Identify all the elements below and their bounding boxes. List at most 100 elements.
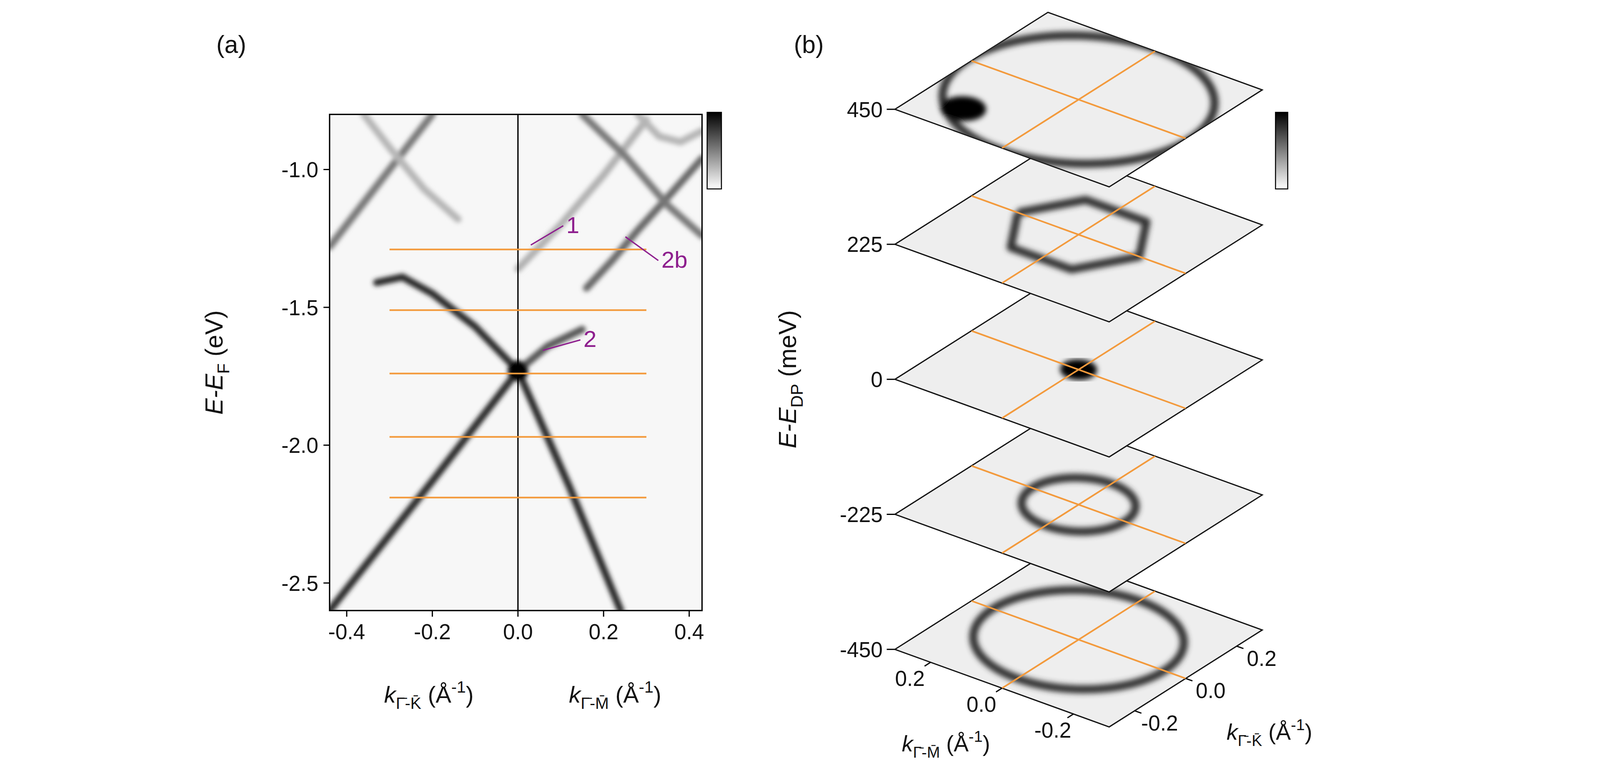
label-part: F — [213, 363, 233, 374]
label-part: ) — [1304, 718, 1313, 744]
label-part: k — [568, 681, 582, 708]
label-part: k — [901, 730, 915, 756]
x-tick — [1067, 713, 1074, 718]
x-tick — [345, 610, 348, 617]
label-part: (meV) — [773, 310, 802, 384]
energy-cut — [389, 496, 647, 499]
label-part: Γ̄-M̄ — [913, 743, 941, 761]
slice-data — [942, 35, 1215, 164]
z-axis-title: E-EDP (meV) — [773, 310, 807, 449]
y-tick — [1185, 678, 1193, 681]
label-part: Γ̄-K̄ — [395, 693, 422, 712]
z-tick-label: -225 — [839, 502, 883, 527]
x-tick-label: 0.0 — [503, 619, 533, 644]
label-part: Γ̄-K̄ — [1237, 731, 1262, 749]
annotation-leader — [625, 236, 659, 261]
plot-frame — [329, 114, 703, 611]
cut-line — [971, 600, 1186, 679]
annotation: 1 — [566, 211, 580, 238]
intensity-spot — [943, 99, 984, 118]
z-tick — [886, 513, 896, 515]
annotation-leader — [530, 225, 564, 245]
x-tick — [688, 610, 690, 617]
band — [582, 114, 703, 236]
slice-data — [971, 455, 1186, 554]
slice-data — [971, 320, 1186, 419]
energy-cut — [389, 309, 647, 311]
figure: (a)-1.0-1.5-2.0-2.5-0.4-0.20.00.20.4E-EF… — [0, 0, 1600, 776]
x-tick-label: 0.4 — [674, 619, 704, 644]
features — [942, 35, 1215, 164]
label-part: -1 — [1290, 715, 1305, 734]
z-tick-label: 225 — [846, 232, 883, 257]
y-tick-label: 0.0 — [1195, 678, 1226, 703]
x-tick — [996, 687, 1002, 692]
band — [363, 114, 459, 219]
plot-background — [329, 114, 703, 611]
y-tick-label: -2.0 — [281, 433, 319, 458]
annotation-leader — [542, 339, 581, 351]
z-tick-label: -450 — [839, 637, 883, 662]
z-tick — [886, 648, 896, 650]
panel-b: (b)-450-2250225450E-EDP (meV)0.20.0-0.2-… — [773, 12, 1313, 762]
label-part: k — [384, 681, 398, 708]
y-tick-label: 0.2 — [1246, 646, 1277, 671]
label-part: ) — [465, 681, 474, 708]
annotation: 2 — [583, 325, 597, 352]
x-axis-title: kΓ̄-M̄ (Å-1) — [568, 677, 662, 712]
label-part: (Å — [1261, 718, 1291, 744]
x-tick — [517, 610, 519, 617]
bands — [329, 114, 703, 611]
y-tick-label: -2.5 — [281, 570, 319, 596]
x-tick-label: 0.2 — [588, 619, 619, 644]
label-part: E-E — [773, 407, 802, 449]
cut-line — [971, 330, 1186, 409]
z-tick — [886, 108, 896, 111]
x-axis-title: kΓ̄-K̄ (Å-1) — [384, 677, 474, 712]
z-tick-label: 0 — [870, 367, 883, 392]
z-tick — [886, 378, 896, 380]
y-tick-label: -1.5 — [281, 295, 319, 320]
band — [518, 370, 621, 611]
slice-data — [971, 589, 1186, 689]
y-tick — [1236, 646, 1244, 649]
y-tick — [323, 582, 330, 584]
cut-line — [971, 465, 1186, 544]
panel-letter: (a) — [216, 30, 247, 58]
x-tick-label: 0.0 — [966, 691, 997, 717]
label-part: -1 — [638, 677, 654, 696]
label-part: DP — [787, 383, 807, 408]
label-part: k — [1226, 718, 1240, 744]
label-part: -1 — [968, 727, 983, 745]
slice-plane — [894, 12, 1262, 188]
slice-data — [971, 185, 1186, 283]
label-part: -1 — [451, 677, 466, 696]
band — [637, 114, 702, 142]
x-tick-label: -0.2 — [1034, 717, 1072, 742]
z-tick — [886, 243, 896, 245]
label-part: (eV) — [200, 310, 228, 364]
colorbar — [1275, 112, 1288, 189]
cut-line — [971, 195, 1186, 274]
x-tick-label: -0.4 — [328, 619, 366, 644]
x-tick — [431, 610, 434, 617]
label-part: (Å — [421, 681, 452, 708]
energy-cut — [389, 435, 647, 438]
colorbar — [707, 112, 722, 189]
x-axis-title: kΓ̄-M̄ (Å-1) — [901, 727, 991, 761]
y-tick-label: -1.0 — [281, 157, 319, 182]
slice — [894, 12, 1262, 188]
x-tick-label: 0.2 — [895, 666, 925, 691]
divider-line — [517, 114, 519, 611]
label-part: ) — [653, 681, 662, 708]
band — [329, 370, 519, 611]
intensity-ring — [942, 35, 1215, 164]
cut-line — [971, 60, 1186, 139]
label-part: (Å — [939, 730, 969, 756]
band — [518, 329, 583, 371]
y-tick — [323, 444, 330, 446]
y-axis-title: E-EF (eV) — [200, 310, 233, 415]
panel-letter: (b) — [793, 30, 824, 58]
label-part: Γ̄-M̄ — [580, 693, 609, 712]
data-area — [329, 114, 703, 611]
